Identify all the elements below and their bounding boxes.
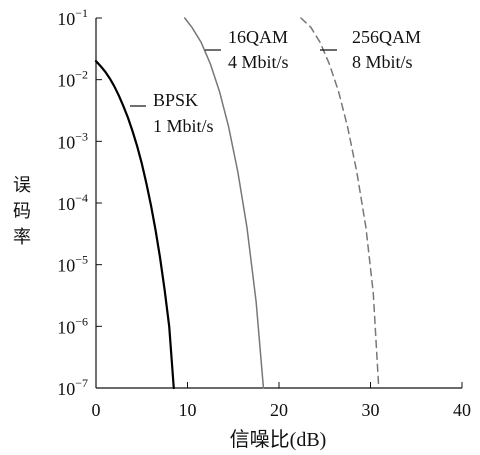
x-axis-label: 信噪比(dB)	[230, 428, 327, 451]
y-axis-tick-label: 10−6	[57, 314, 88, 337]
series-label-line2: 8 Mbit/s	[352, 52, 413, 72]
axes-layer: 0 10 20 30 40 10−1 10−2 10−3 10−4 10−5 10−6 10−7	[57, 6, 471, 420]
annotation-layer: BPSK 1 Mbit/s 16QAM 4 Mbit/s 256QAM 8 Mbit/s	[130, 27, 421, 136]
series-label-line2: 1 Mbit/s	[153, 116, 214, 136]
x-axis-tick-label: 20	[270, 400, 288, 420]
y-axis-tick-label: 10−5	[57, 253, 88, 276]
y-axis-tick-label: 10−3	[57, 129, 88, 152]
series-label-line2: 4 Mbit/s	[228, 52, 289, 72]
y-axis-tick-label: 10−4	[57, 191, 88, 214]
y-axis-tick-label: 10−2	[57, 68, 88, 91]
series-line	[300, 17, 380, 389]
y-axis-label: 误码率	[13, 175, 31, 247]
series-line	[94, 60, 175, 390]
series-line	[184, 17, 265, 389]
x-axis-tick-label: 30	[362, 400, 380, 420]
series-label-line1: BPSK	[153, 90, 198, 110]
x-axis-tick-label: 0	[92, 400, 101, 420]
y-axis-tick-label: 10−1	[57, 6, 88, 29]
series-label-line1: 256QAM	[352, 27, 421, 47]
series-layer	[94, 17, 380, 390]
x-axis-tick-label: 10	[179, 400, 197, 420]
x-axis-tick-label: 40	[453, 400, 471, 420]
series-label-line1: 16QAM	[228, 27, 288, 47]
y-axis-tick-label: 10−7	[57, 376, 88, 399]
